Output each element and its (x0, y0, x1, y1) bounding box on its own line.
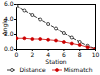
svg-text:2: 2 (30, 51, 34, 58)
svg-text:4: 4 (46, 50, 50, 58)
svg-text:10: 10 (92, 51, 100, 58)
svg-text:6.0: 6.0 (4, 0, 14, 7)
html-text:Mismatch: Mismatch (63, 65, 93, 73)
svg-text:2.0: 2.0 (4, 30, 14, 38)
svg-text:6: 6 (62, 50, 66, 58)
html-text:Distance: Distance (19, 65, 46, 73)
svg-text:4.0: 4.0 (4, 15, 14, 23)
svg-text:Angle: Angle (1, 18, 9, 35)
svg-text:0.0: 0.0 (4, 45, 14, 52)
svg-text:0: 0 (15, 51, 19, 58)
svg-text:Station: Station (45, 58, 67, 65)
svg-text:8: 8 (78, 51, 82, 58)
